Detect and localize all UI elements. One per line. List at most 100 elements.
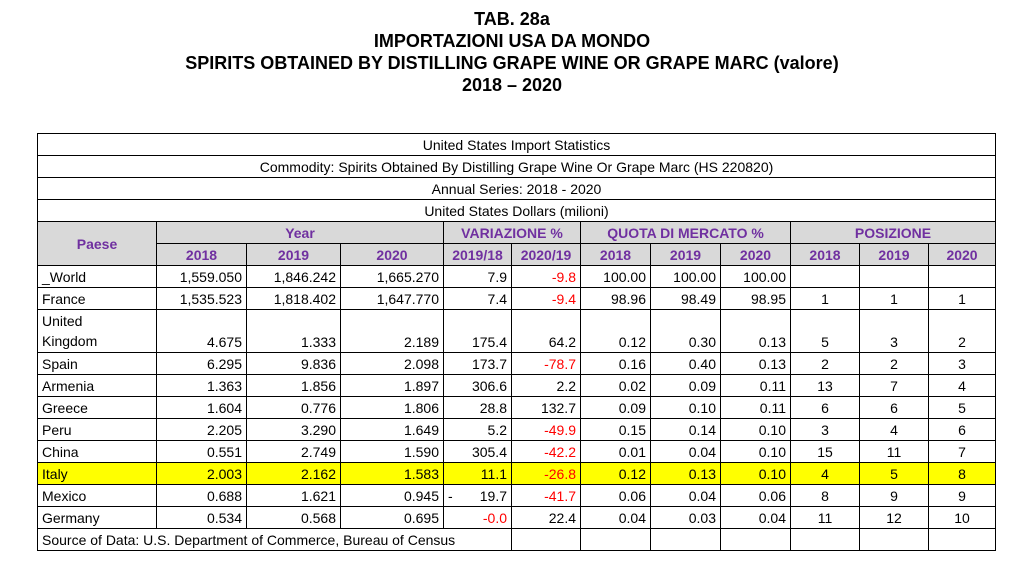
pos-2018 <box>790 265 860 288</box>
quota-2020: 0.11 <box>720 396 791 419</box>
value-2020: 1,665.270 <box>340 265 444 288</box>
header-posizione: POSIZIONE <box>789 221 997 244</box>
quota-2019: 0.14 <box>650 418 721 441</box>
pos-2018: 13 <box>790 374 860 397</box>
quota-2020: 0.10 <box>720 418 791 441</box>
quota-2019: 98.49 <box>650 287 721 310</box>
header-year-2019: 2019 <box>246 243 341 266</box>
value-2018: 1,559.050 <box>156 265 247 288</box>
table-row: Mexico 0.688 1.621 0.945 - 19.7 -41.7 0.0… <box>37 484 997 507</box>
quota-2018: 0.09 <box>580 396 651 419</box>
value-2019: 2.749 <box>246 440 341 463</box>
value-2020: 1.583 <box>340 462 444 485</box>
pos-2018: 15 <box>790 440 860 463</box>
quota-2019: 0.09 <box>650 374 721 397</box>
var-2020-19: -26.8 <box>511 462 581 485</box>
quota-2019: 0.10 <box>650 396 721 419</box>
var-2020-19: -9.8 <box>511 265 581 288</box>
value-2018: 0.688 <box>156 484 247 507</box>
title-line-2: IMPORTAZIONI USA DA MONDO <box>373 31 651 51</box>
table-row: _World 1,559.050 1,846.242 1,665.270 7.9… <box>37 265 997 288</box>
quota-2018: 0.12 <box>580 309 651 353</box>
quota-2018: 98.96 <box>580 287 651 310</box>
country-cell: Greece <box>37 396 157 419</box>
quota-2019: 0.30 <box>650 309 721 353</box>
value-2018: 6.295 <box>156 352 247 375</box>
quota-2020: 100.00 <box>720 265 791 288</box>
country-cell: Spain <box>37 352 157 375</box>
pos-2019: 9 <box>859 484 929 507</box>
country-cell: Italy <box>37 462 157 485</box>
var-2019-18: 306.6 <box>443 374 512 397</box>
country-line-2: Kingdom <box>42 333 98 349</box>
value-2018: 2.003 <box>156 462 247 485</box>
value-2019: 0.568 <box>246 506 341 529</box>
empty-cell <box>790 528 860 551</box>
quota-2018: 0.16 <box>580 352 651 375</box>
value-2018: 2.205 <box>156 418 247 441</box>
minus-sign: - <box>448 487 453 504</box>
source-row: Source of Data: U.S. Department of Comme… <box>37 528 997 551</box>
table-title: TAB. 28a IMPORTAZIONI USA DA MONDO SPIRI… <box>0 8 1024 96</box>
table-row-highlighted: Italy 2.003 2.162 1.583 11.1 -26.8 0.12 … <box>37 462 997 485</box>
quota-2019: 0.40 <box>650 352 721 375</box>
value-2018: 4.675 <box>156 309 247 353</box>
quota-2019: 0.13 <box>650 462 721 485</box>
quota-2019: 100.00 <box>650 265 721 288</box>
country-cell: Germany <box>37 506 157 529</box>
value-2020: 1.897 <box>340 374 444 397</box>
quota-2020: 0.10 <box>720 440 791 463</box>
value-2018: 1.363 <box>156 374 247 397</box>
pos-2020: 3 <box>927 352 997 375</box>
import-statistics-table: United States Import Statistics Commodit… <box>36 133 997 551</box>
value-2018: 1.604 <box>156 396 247 419</box>
quota-2020: 0.11 <box>720 374 791 397</box>
country-line-1: United <box>42 313 83 329</box>
pos-2019: 2 <box>859 352 929 375</box>
quota-2018: 100.00 <box>580 265 651 288</box>
var-2020-19: 64.2 <box>511 309 581 353</box>
quota-2018: 0.06 <box>580 484 651 507</box>
pos-2018: 2 <box>790 352 860 375</box>
value-2020: 0.695 <box>340 506 444 529</box>
empty-cell <box>650 528 721 551</box>
pos-2020: 1 <box>927 287 997 310</box>
pos-2018: 6 <box>790 396 860 419</box>
table-row: Armenia 1.363 1.856 1.897 306.6 2.2 0.02… <box>37 374 997 397</box>
value-2020: 2.189 <box>340 309 444 353</box>
value-2018: 1,535.523 <box>156 287 247 310</box>
var-2020-19: 132.7 <box>511 396 581 419</box>
pos-2020: 5 <box>927 396 997 419</box>
quota-2018: 0.12 <box>580 462 651 485</box>
title-line-1: TAB. 28a <box>474 9 550 29</box>
header-year-2018: 2018 <box>156 243 247 266</box>
quota-2019: 0.03 <box>650 506 721 529</box>
header-year-2020: 2020 <box>340 243 444 266</box>
var-2019-18: 5.2 <box>443 418 512 441</box>
var-2019-18: 28.8 <box>443 396 512 419</box>
quota-2020: 0.13 <box>720 309 791 353</box>
value-2020: 1.806 <box>340 396 444 419</box>
pos-2018: 4 <box>790 462 860 485</box>
info-line-3: Annual Series: 2018 - 2020 <box>36 177 997 200</box>
pos-2018: 3 <box>790 418 860 441</box>
var-2020-19: -42.2 <box>511 440 581 463</box>
pos-2019: 7 <box>859 374 929 397</box>
table-row: United Kingdom 4.675 1.333 2.189 175.4 64… <box>37 309 997 353</box>
quota-2020: 0.06 <box>720 484 791 507</box>
quota-2020: 98.95 <box>720 287 791 310</box>
info-line-2: Commodity: Spirits Obtained By Distillin… <box>36 155 997 178</box>
pos-2019: 3 <box>859 309 929 353</box>
pos-2020: 8 <box>927 462 997 485</box>
table-row: Greece 1.604 0.776 1.806 28.8 132.7 0.09… <box>37 396 997 419</box>
quota-2020: 0.13 <box>720 352 791 375</box>
quota-2020: 0.10 <box>720 462 791 485</box>
pos-2020 <box>927 265 997 288</box>
var-2019-18: 7.4 <box>443 287 512 310</box>
value-2020: 1.649 <box>340 418 444 441</box>
quota-2018: 0.01 <box>580 440 651 463</box>
quota-2018: 0.02 <box>580 374 651 397</box>
empty-cell <box>580 528 651 551</box>
source-note: Source of Data: U.S. Department of Comme… <box>37 528 512 551</box>
empty-cell <box>927 528 997 551</box>
